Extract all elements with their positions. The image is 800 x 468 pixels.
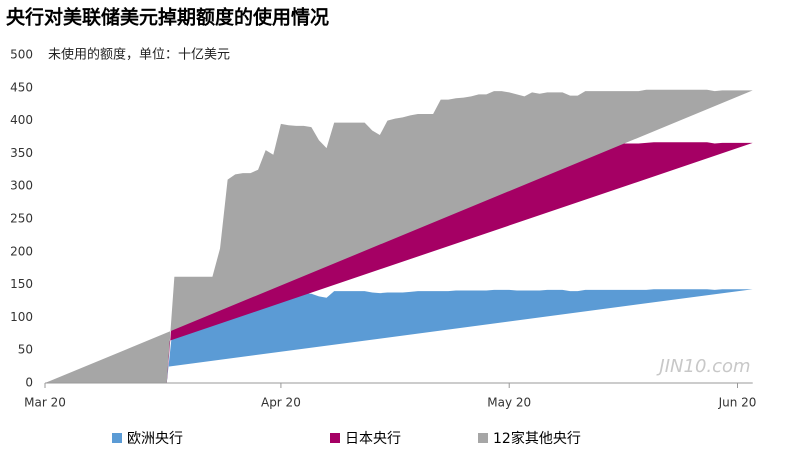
y-tick-label: 450 [10,80,33,94]
y-tick-label: 500 [10,48,33,62]
y-tick-label: 300 [10,179,33,193]
y-tick-label: 50 [18,343,33,357]
y-tick-label: 150 [10,277,33,291]
y-axis-label: 未使用的额度，单位：十亿美元 [48,47,230,63]
chart-title: 央行对美联储美元掉期额度的使用情况 [6,6,329,29]
legend-swatch [478,433,488,443]
x-tick-label: Jun 20 [718,396,757,410]
y-tick-label: 0 [25,376,33,390]
y-tick-label: 100 [10,310,33,324]
legend-label: 日本央行 [345,431,401,447]
area [45,142,753,383]
y-tick-label: 400 [10,113,33,127]
x-tick-label: Mar 20 [24,396,66,410]
x-tick-label: Apr 20 [261,396,301,410]
y-tick-label: 350 [10,146,33,160]
area [45,89,753,383]
y-tick-label: 250 [10,212,33,226]
legend-swatch [330,433,340,443]
legend-label: 12家其他央行 [493,430,581,447]
legend-swatch [112,433,122,443]
watermark: JIN10.com [656,356,750,377]
x-tick-label: May 20 [487,396,531,410]
legend-label: 欧洲央行 [127,431,183,447]
y-tick-label: 200 [10,244,33,258]
